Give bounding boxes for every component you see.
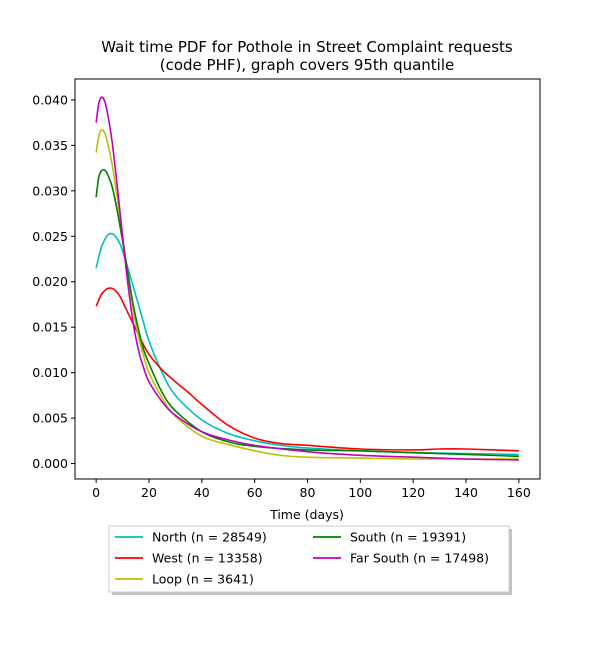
x-tick-label: 40 (194, 485, 210, 500)
legend-box (108, 525, 510, 593)
series-line-3 (95, 168, 519, 458)
chart-title: Wait time PDF for Pothole in Street Comp… (101, 38, 513, 56)
y-tick-label: 0.005 (32, 411, 68, 426)
x-tick-label: 20 (141, 485, 157, 500)
x-tick-label: 140 (454, 485, 478, 500)
y-tick-label: 0.025 (32, 229, 68, 244)
x-tick-label: 100 (348, 485, 372, 500)
y-tick-label: 0.040 (32, 92, 68, 107)
y-tick-label: 0.035 (32, 138, 68, 153)
y-tick-label: 0.015 (32, 320, 68, 335)
y-tick-label: 0.010 (32, 365, 68, 380)
y-tick-label: 0.020 (32, 274, 68, 289)
legend-label: Loop (n = 3641) (152, 572, 254, 587)
series-line-1 (95, 287, 519, 452)
series-line-0 (95, 232, 519, 456)
legend-label: North (n = 28549) (152, 530, 267, 545)
legend: North (n = 28549) West (n = 13358) Loop (n… (108, 525, 512, 595)
x-tick-label: 120 (401, 485, 425, 500)
legend-label: Far South (n = 17498) (350, 551, 489, 566)
legend-label: West (n = 13358) (152, 551, 263, 566)
series-line-4 (95, 96, 519, 461)
series-line-2 (95, 128, 519, 460)
x-axis-label: Time (days) (269, 507, 344, 522)
y-tick-label: 0.030 (32, 183, 68, 198)
x-tick-label: 60 (247, 485, 263, 500)
plot-area: 0 20 40 60 80 100 120 140 160 0.000 0.005 0.010 0.01… (32, 78, 541, 500)
chart-subtitle: (code PHF), graph covers 95th quantile (160, 56, 455, 74)
x-tick-label: 0 (92, 485, 100, 500)
y-tick-label: 0.000 (32, 456, 68, 471)
x-tick-label: 80 (300, 485, 316, 500)
legend-label: South (n = 19391) (350, 530, 466, 545)
x-tick-label: 160 (507, 485, 531, 500)
